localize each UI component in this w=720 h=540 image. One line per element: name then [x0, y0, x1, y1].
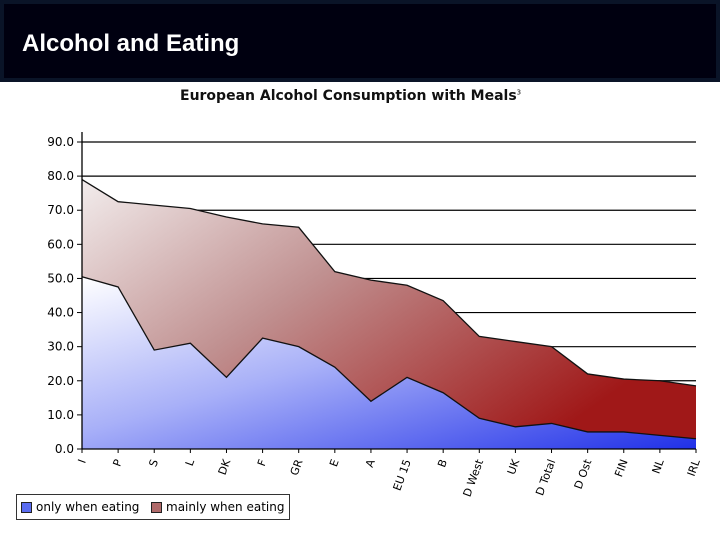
x-tick-label: I [75, 458, 88, 466]
x-tick-label: FIN [612, 458, 630, 479]
slide-title: Alcohol and Eating [22, 30, 240, 57]
y-tick-label: 0.0 [55, 442, 74, 456]
legend-label-mainly: mainly when eating [166, 500, 285, 514]
x-tick-label: B [435, 458, 450, 470]
x-tick-label: A [363, 457, 378, 469]
legend-swatch-only [21, 501, 32, 513]
label-layer: 0.0 10.0 20.0 30.0 40.0 50.0 60.0 70.0 80.0 90.0 I… [47, 135, 703, 499]
x-tick-label: E [327, 458, 342, 469]
y-tick-label: 10.0 [47, 408, 74, 422]
header-bar [4, 4, 716, 78]
x-tick-label: D Total [533, 458, 558, 498]
y-tick-label: 20.0 [47, 374, 74, 388]
axis-layer [77, 132, 697, 453]
y-tick-label: 60.0 [47, 237, 74, 251]
chart-title-text: European Alcohol Consumption with Meals [180, 88, 517, 104]
legend-label-only: only when eating [36, 500, 140, 514]
y-tick-label: 90.0 [47, 135, 74, 149]
x-tick-label: D Ost [572, 457, 595, 491]
y-tick-label: 30.0 [47, 340, 74, 354]
slide-header: Alcohol and Eating [0, 0, 720, 82]
y-tick-label: 50.0 [47, 271, 74, 285]
series-line-only-when-eating [81, 276, 697, 440]
legend-item-mainly-when-eating: mainly when eating [151, 500, 284, 514]
x-tick-label: IRL [685, 457, 703, 478]
x-tick-label: UK [505, 457, 523, 477]
x-tick-label: NL [650, 457, 667, 476]
chart-title-superscript: 3 [516, 88, 522, 97]
x-tick-label: D West [461, 457, 487, 499]
series-line-total [81, 178, 697, 387]
area-series-mainly-when-eating [82, 179, 696, 439]
y-tick-label: 40.0 [47, 306, 74, 320]
legend-item-only-when-eating: only when eating [21, 500, 139, 514]
y-tick-label: 70.0 [47, 203, 74, 217]
chart-legend: only when eating mainly when eating [16, 494, 290, 520]
legend-swatch-mainly [151, 501, 162, 513]
x-tick-label: F [255, 458, 269, 468]
x-tick-label: L [183, 457, 198, 468]
chart-title: European Alcohol Consumption with Meals3 [180, 88, 560, 104]
area-series-only-when-eating [82, 276, 696, 449]
x-tick-label: P [110, 457, 125, 468]
y-tick-label: 80.0 [47, 169, 74, 183]
x-tick-label: EU 15 [391, 458, 414, 493]
x-tick-label: GR [288, 457, 306, 477]
area-layer [81, 178, 697, 449]
x-tick-label: S [146, 458, 161, 469]
x-tick-label: DK [216, 457, 234, 477]
